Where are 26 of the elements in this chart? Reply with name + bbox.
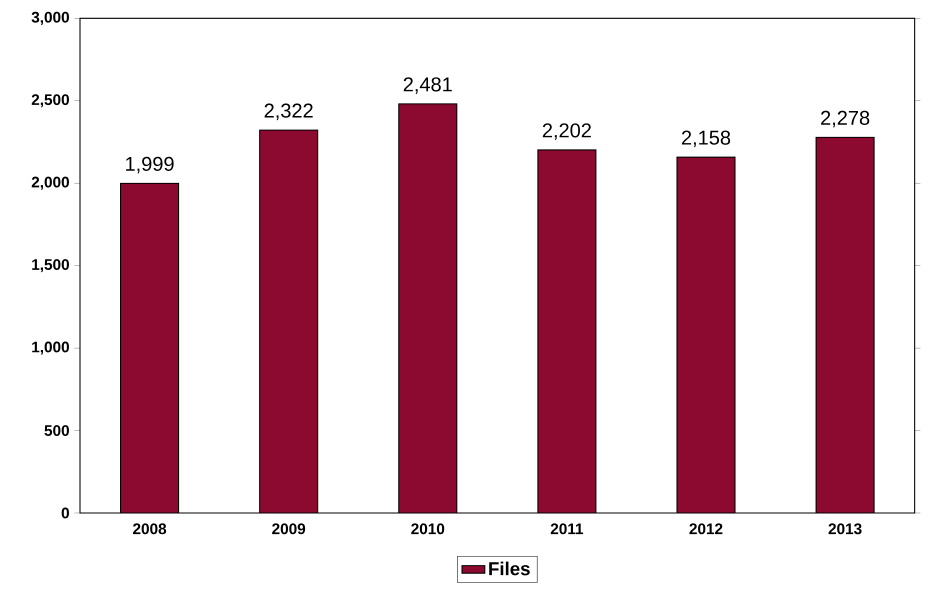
y-tick-label: 1,000 — [32, 342, 69, 355]
y-tick-label: 0 — [62, 508, 69, 518]
y-tick-label: 2,000 — [32, 176, 69, 190]
x-tick-label: 2008 — [133, 523, 166, 534]
bar — [816, 136, 875, 513]
data-label: 2,481 — [404, 77, 452, 94]
x-tick-label: 2009 — [272, 523, 306, 534]
data-label: 2,202 — [542, 123, 591, 140]
bar — [537, 149, 596, 513]
bar — [398, 103, 458, 513]
y-tick-label: 1,500 — [32, 259, 69, 272]
legend-label: Files — [489, 562, 530, 576]
bar — [259, 130, 318, 513]
x-tick-label: 2010 — [411, 523, 444, 534]
x-tick-label: 2013 — [828, 523, 862, 534]
data-label: 2,158 — [682, 130, 730, 148]
y-tick-label: 3,000 — [32, 12, 69, 25]
bar — [120, 182, 180, 513]
x-tick-label: 2012 — [689, 523, 722, 534]
y-tick-label: 2,500 — [32, 94, 69, 108]
y-tick-label: 500 — [44, 425, 69, 436]
x-tick-label: 2011 — [550, 523, 584, 534]
data-label: 2,278 — [821, 110, 870, 128]
data-label: 1,999 — [126, 156, 174, 174]
bar — [676, 156, 736, 513]
data-label: 2,322 — [264, 104, 313, 120]
